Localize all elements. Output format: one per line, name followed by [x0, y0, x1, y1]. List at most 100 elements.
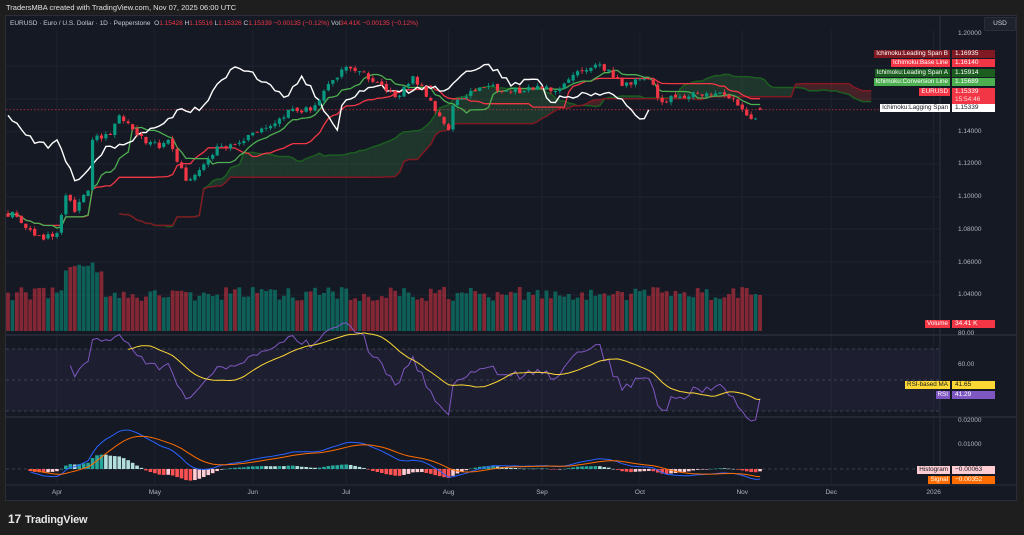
- cloud-segment: [533, 87, 538, 124]
- candle: [349, 66, 353, 72]
- histogram-bar: [130, 462, 135, 469]
- candle-body: [593, 64, 597, 68]
- volume-bar: [549, 298, 553, 331]
- histogram-bar: [64, 465, 68, 469]
- histogram-bar: [402, 469, 406, 475]
- currency-button[interactable]: USD: [984, 17, 1016, 31]
- candle: [77, 198, 81, 214]
- histogram-bar: [37, 469, 41, 473]
- candle: [384, 81, 388, 94]
- volume-bar: [704, 289, 709, 331]
- volume-bar: [50, 287, 55, 331]
- low-value: 1.15326: [218, 20, 242, 27]
- histogram-bar: [175, 469, 179, 478]
- candle-body: [19, 215, 23, 223]
- volume-bar: [531, 294, 535, 331]
- histogram-bar: [593, 466, 598, 469]
- volume-bar: [646, 295, 651, 331]
- candle-body: [424, 86, 428, 97]
- candle-body: [602, 64, 606, 71]
- candle-body: [411, 76, 415, 84]
- volume-bar: [175, 290, 179, 331]
- cloud-segment: [849, 83, 854, 98]
- candle-body: [589, 67, 593, 71]
- histogram-bar: [86, 462, 90, 469]
- candle-body: [687, 96, 691, 99]
- candle: [291, 105, 295, 112]
- candle-body: [206, 159, 210, 165]
- candle-body: [104, 134, 108, 139]
- price-tag-name: Ichimoku:Lagging Span: [880, 104, 950, 112]
- candle: [558, 86, 562, 94]
- rsi-line: [69, 322, 761, 422]
- candle: [255, 131, 259, 133]
- histogram-bar: [704, 469, 709, 470]
- histogram-bar: [486, 465, 491, 469]
- candle-body: [304, 107, 308, 112]
- rsi-ma-tag-name: RSI-based MA: [905, 381, 950, 389]
- histogram-bar: [95, 455, 99, 469]
- candle: [264, 124, 268, 131]
- candle: [438, 109, 442, 117]
- rsi-pane: [6, 322, 940, 422]
- volume-bar: [633, 288, 638, 331]
- volume-bar: [575, 297, 580, 331]
- candle-body: [495, 83, 500, 91]
- histogram-bar: [491, 465, 495, 469]
- cloud-segment: [835, 83, 841, 93]
- top-bar: TradersMBA created with TradingView.com,…: [0, 0, 1024, 15]
- volume-bar: [673, 290, 678, 331]
- candle: [660, 94, 664, 106]
- histogram-bar: [633, 469, 638, 472]
- cloud-segment: [786, 87, 792, 97]
- cloud-segment: [252, 152, 258, 178]
- price-tag-value: 1.15689: [952, 78, 995, 86]
- candle-body: [131, 124, 135, 130]
- candle-body: [415, 77, 419, 85]
- histogram-bar: [202, 469, 206, 477]
- histogram-bar: [558, 469, 562, 470]
- open-label: O: [154, 20, 160, 27]
- candle-body: [313, 105, 317, 111]
- histogram-bar: [713, 468, 718, 470]
- candle: [344, 65, 348, 74]
- cloud-segment: [364, 148, 369, 178]
- candle: [402, 86, 406, 97]
- candle-body: [122, 116, 126, 121]
- cloud-segment: [857, 88, 863, 102]
- histogram-bar: [55, 469, 59, 472]
- chart-area[interactable]: [5, 15, 1017, 501]
- volume-bar: [121, 291, 126, 331]
- volume-value: 34.41K: [340, 20, 361, 27]
- histogram-bar: [473, 467, 478, 469]
- candle: [527, 84, 531, 93]
- histogram-bar: [549, 469, 553, 470]
- candle-body: [6, 213, 10, 217]
- volume-bar: [473, 291, 478, 331]
- macd-tick: 0.02000: [958, 417, 982, 424]
- candle-body: [446, 124, 451, 131]
- histogram-bar: [135, 465, 139, 469]
- candle-body: [464, 96, 468, 99]
- cloud-segment: [408, 130, 413, 160]
- candle: [531, 87, 535, 91]
- histogram-bar: [753, 469, 758, 473]
- candle: [504, 89, 508, 92]
- volume-bar: [130, 294, 135, 331]
- volume-bar: [740, 287, 745, 331]
- cloud-segment: [412, 130, 418, 160]
- candle-body: [544, 86, 549, 89]
- candle: [469, 87, 473, 99]
- volume-bar: [419, 297, 424, 331]
- candle: [562, 82, 566, 90]
- candle: [647, 77, 651, 80]
- volume-bar: [486, 297, 491, 331]
- candle-body: [349, 66, 353, 69]
- price-tick: 1.06000: [958, 258, 982, 266]
- histogram-bar: [446, 469, 451, 479]
- candle-body: [86, 190, 90, 197]
- histogram-bar: [113, 456, 117, 469]
- candle: [580, 67, 584, 74]
- candle-body: [691, 92, 695, 98]
